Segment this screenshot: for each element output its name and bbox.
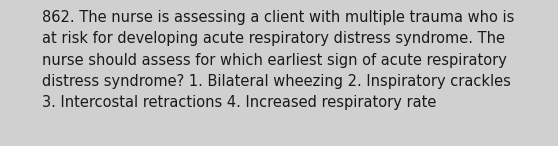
Text: 862. The nurse is assessing a client with multiple trauma who is
at risk for dev: 862. The nurse is assessing a client wit… xyxy=(42,10,514,110)
